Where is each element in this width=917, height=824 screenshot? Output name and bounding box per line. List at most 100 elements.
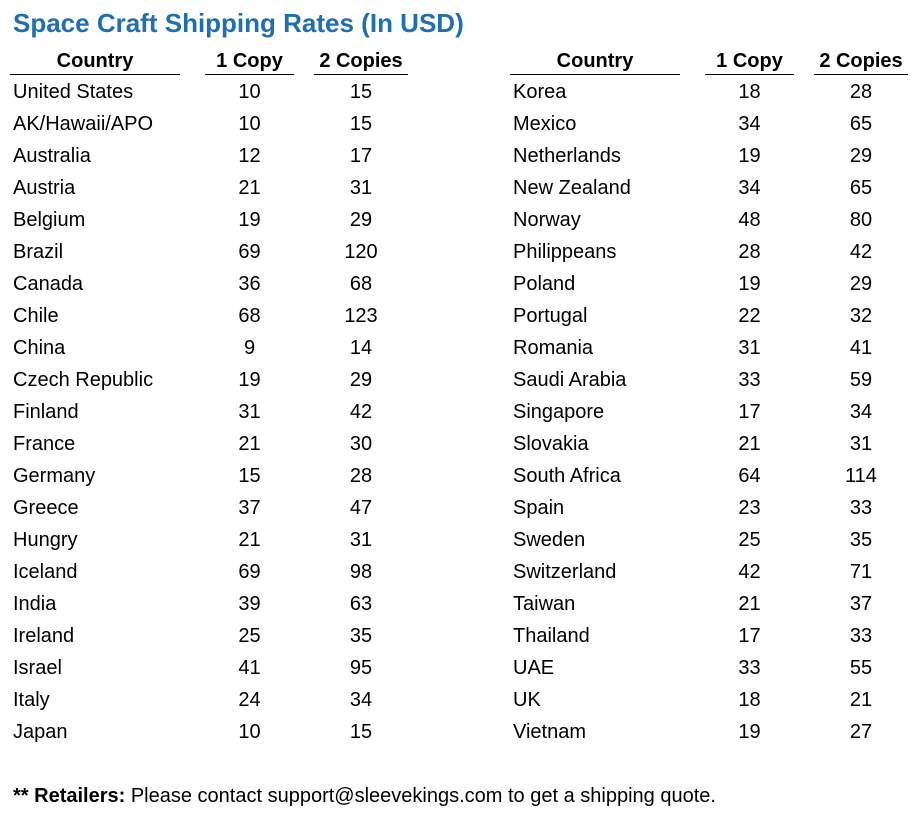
- country-cell: India: [13, 593, 57, 615]
- country-cell: Germany: [13, 465, 96, 487]
- two-copies-cell: 30: [349, 433, 373, 455]
- one-copy-cell: 22: [738, 305, 761, 327]
- country-cell: Philippeans: [513, 241, 617, 263]
- one-copy-cell: 21: [238, 177, 261, 199]
- country-cell: Singapore: [513, 401, 605, 423]
- one-copy-cell: 34: [738, 113, 761, 135]
- country-cell: Taiwan: [513, 593, 576, 615]
- two-copies-cell: 32: [849, 305, 873, 327]
- two-copies-cell: 33: [849, 497, 873, 519]
- one-copy-cell: 10: [238, 81, 261, 103]
- two-copies-cell: 29: [349, 209, 373, 231]
- two-copies-cell: 34: [349, 689, 373, 711]
- country-cell: Switzerland: [513, 561, 617, 583]
- two-copies-cell: 80: [849, 209, 873, 231]
- one-copy-cell: 69: [238, 561, 261, 583]
- one-copy-cell: 64: [738, 465, 761, 487]
- two-copies-cell: 42: [349, 401, 373, 423]
- two-copies-cell: 35: [349, 625, 373, 647]
- one-copy-cell: 21: [738, 593, 761, 615]
- two-copies-cell: 34: [849, 401, 873, 423]
- one-copy-cell: 42: [738, 561, 761, 583]
- country-cell: Norway: [513, 209, 581, 231]
- two-copies-cell: 68: [349, 273, 373, 295]
- country-cell: Vietnam: [513, 721, 587, 743]
- one-copy-cell: 17: [738, 401, 761, 423]
- two-copies-cell: 35: [849, 529, 873, 551]
- country-cell: Slovakia: [513, 433, 589, 455]
- country-cell: France: [13, 433, 76, 455]
- two-copies-cell: 31: [349, 529, 373, 551]
- two-copies-cell: 14: [349, 337, 373, 359]
- country-cell: United States: [13, 81, 134, 103]
- two-copies-cell: 59: [849, 369, 873, 391]
- one-copy-cell: 18: [738, 689, 761, 711]
- two-copies-cell: 55: [849, 657, 873, 679]
- two-copies-cell: 28: [849, 81, 873, 103]
- country-cell: Iceland: [13, 561, 78, 583]
- header-1-copy: 1 Copy: [705, 48, 794, 75]
- one-copy-cell: 18: [738, 81, 761, 103]
- country-cell: Sweden: [513, 529, 586, 551]
- one-copy-cell: 31: [238, 401, 261, 423]
- country-cell: Belgium: [13, 209, 86, 231]
- two-copies-cell: 29: [849, 145, 873, 167]
- country-cell: Romania: [513, 337, 594, 359]
- country-cell: Saudi Arabia: [513, 369, 627, 391]
- country-cell: Korea: [513, 81, 567, 103]
- two-copies-cell: 98: [349, 561, 373, 583]
- two-copies-cell: 15: [349, 113, 373, 135]
- one-copy-cell: 19: [738, 145, 761, 167]
- two-copies-cell: 65: [849, 177, 873, 199]
- country-cell: Japan: [13, 721, 68, 743]
- one-copy-cell: 31: [738, 337, 761, 359]
- country-cell: Australia: [13, 145, 91, 167]
- country-cell: Israel: [13, 657, 62, 679]
- one-copy-cell: 12: [238, 145, 261, 167]
- one-copy-cell: 48: [738, 209, 761, 231]
- country-cell: China: [13, 337, 66, 359]
- one-copy-cell: 23: [738, 497, 761, 519]
- two-copies-cell: 114: [845, 465, 877, 487]
- two-copies-cell: 63: [349, 593, 373, 615]
- one-copy-cell: 25: [238, 625, 261, 647]
- one-copy-cell: 36: [238, 273, 261, 295]
- country-cell: Finland: [13, 401, 79, 423]
- country-cell: New Zealand: [513, 177, 631, 199]
- one-copy-cell: 21: [738, 433, 761, 455]
- one-copy-cell: 28: [738, 241, 761, 263]
- country-cell: Thailand: [513, 625, 590, 647]
- one-copy-cell: 34: [738, 177, 761, 199]
- one-copy-cell: 19: [738, 721, 761, 743]
- two-copies-cell: 15: [349, 721, 373, 743]
- retailers-text: Please contact support@sleevekings.com t…: [125, 785, 716, 807]
- two-copies-cell: 95: [349, 657, 373, 679]
- one-copy-cell: 9: [243, 337, 256, 359]
- two-copies-cell: 65: [849, 113, 873, 135]
- country-cell: Poland: [513, 273, 576, 295]
- country-cell: Greece: [13, 497, 79, 519]
- two-copies-cell: 37: [849, 593, 873, 615]
- retailers-note: ** Retailers: Please contact support@sle…: [13, 785, 716, 808]
- two-copies-cell: 31: [849, 433, 873, 455]
- country-cell: UAE: [513, 657, 555, 679]
- one-copy-cell: 19: [238, 369, 261, 391]
- one-copy-cell: 25: [738, 529, 761, 551]
- country-cell: Chile: [13, 305, 59, 327]
- one-copy-cell: 33: [738, 657, 761, 679]
- one-copy-cell: 17: [738, 625, 761, 647]
- country-cell: Austria: [13, 177, 76, 199]
- one-copy-cell: 10: [238, 113, 261, 135]
- page-title: Space Craft Shipping Rates (In USD): [13, 8, 464, 38]
- two-copies-cell: 42: [849, 241, 873, 263]
- country-cell: Portugal: [513, 305, 588, 327]
- two-copies-cell: 21: [849, 689, 873, 711]
- country-cell: Canada: [13, 273, 84, 295]
- two-copies-cell: 41: [849, 337, 873, 359]
- header-country: Country: [10, 48, 180, 75]
- country-cell: Mexico: [513, 113, 577, 135]
- two-copies-cell: 71: [849, 561, 873, 583]
- two-copies-cell: 15: [349, 81, 373, 103]
- country-cell: UK: [513, 689, 541, 711]
- two-copies-cell: 120: [344, 241, 378, 263]
